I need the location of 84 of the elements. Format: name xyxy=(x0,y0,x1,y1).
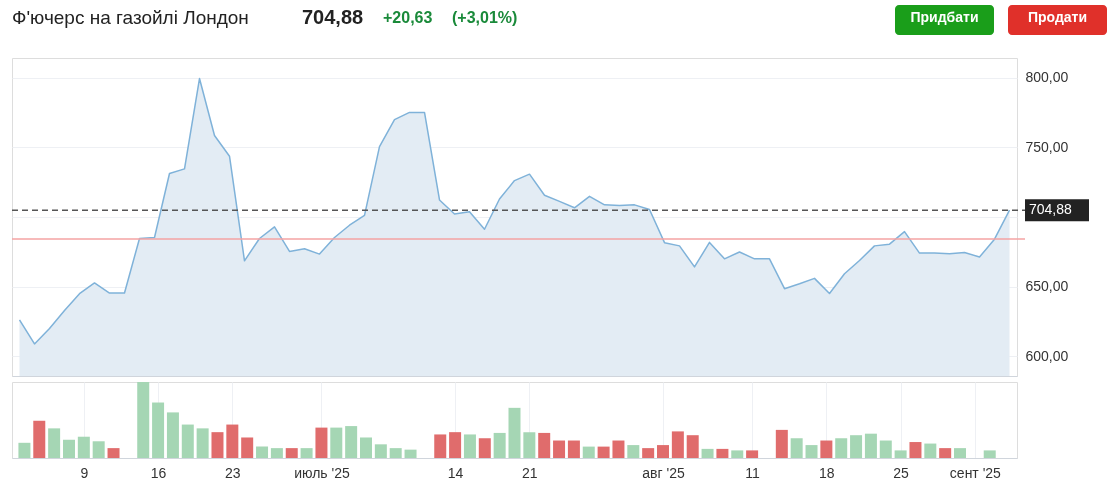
bar xyxy=(701,448,714,458)
text: (+3,01%) xyxy=(452,9,518,26)
bar xyxy=(627,445,640,458)
bar xyxy=(92,441,105,458)
bar xyxy=(642,448,655,458)
x-tick-label: сент '25 xyxy=(949,464,1002,481)
bar xyxy=(48,428,61,458)
bar xyxy=(152,402,165,458)
bar xyxy=(954,448,967,458)
x-tick-label: 11 xyxy=(745,464,761,481)
y-tick-label: 600,00 xyxy=(1025,347,1069,364)
bar xyxy=(835,438,848,458)
bar xyxy=(657,445,670,458)
bar xyxy=(686,435,699,458)
bar xyxy=(181,424,194,458)
bar xyxy=(62,439,75,458)
chart-title: Ф'ючерс на газойлі Лондон xyxy=(12,7,249,28)
bar xyxy=(597,446,610,458)
y-tick-label: 650,00 xyxy=(1025,278,1069,295)
bar xyxy=(508,407,521,458)
bar xyxy=(434,434,447,458)
bar xyxy=(33,420,46,458)
bar xyxy=(211,432,224,458)
text: +20,63 xyxy=(383,9,433,26)
bar xyxy=(538,432,551,458)
bar xyxy=(389,448,402,458)
bar xyxy=(820,440,833,458)
bar xyxy=(553,440,566,458)
bar xyxy=(137,382,150,458)
bar xyxy=(270,448,283,458)
bar xyxy=(582,446,595,458)
x-tick-label: авг '25 xyxy=(642,464,685,481)
x-tick-label: 25 xyxy=(893,464,910,481)
bar xyxy=(345,426,358,458)
bar xyxy=(285,448,298,458)
bar xyxy=(359,437,372,458)
bar xyxy=(790,438,803,458)
x-tick-label: 14 xyxy=(447,464,464,481)
bar xyxy=(567,440,580,458)
bar xyxy=(894,450,907,458)
x-tick-label: июль '25 xyxy=(294,464,350,481)
bar xyxy=(256,446,269,458)
y-tick-label: 750,00 xyxy=(1025,138,1069,155)
x-tick-label: 16 xyxy=(150,464,167,481)
bar xyxy=(226,424,239,458)
bar xyxy=(77,436,90,458)
bar xyxy=(716,448,729,458)
bar xyxy=(909,442,922,458)
bar xyxy=(493,432,506,458)
bar xyxy=(612,440,625,458)
x-tick-label: 9 xyxy=(80,464,89,481)
bar xyxy=(463,434,476,458)
bar xyxy=(196,428,209,458)
bar xyxy=(523,432,536,458)
x-tick-label: 23 xyxy=(225,464,241,481)
bar xyxy=(775,429,788,458)
bar xyxy=(107,448,120,458)
x-tick-label: 21 xyxy=(522,464,538,481)
bar xyxy=(731,450,744,458)
bar xyxy=(478,438,491,458)
bar xyxy=(330,427,343,458)
bar xyxy=(166,412,179,458)
bar xyxy=(449,432,462,458)
bar xyxy=(864,433,877,458)
text: Придбати xyxy=(910,9,979,25)
bar xyxy=(300,448,313,458)
text: Продати xyxy=(1027,9,1088,25)
bar xyxy=(671,431,684,458)
ref-line-label: 704,88 xyxy=(1029,201,1073,218)
x-tick-label: 18 xyxy=(819,464,835,481)
bar xyxy=(374,444,387,458)
bar xyxy=(18,442,31,458)
bar xyxy=(879,440,892,458)
y-tick-label: 800,00 xyxy=(1025,69,1069,86)
bar xyxy=(746,450,759,458)
bar xyxy=(805,445,818,458)
bar xyxy=(241,437,254,458)
bar xyxy=(983,450,996,458)
text: 704,88 xyxy=(302,6,364,28)
bar xyxy=(939,448,952,458)
bar xyxy=(850,435,863,458)
bar xyxy=(924,443,937,458)
bar xyxy=(404,449,417,458)
bar xyxy=(315,427,328,458)
